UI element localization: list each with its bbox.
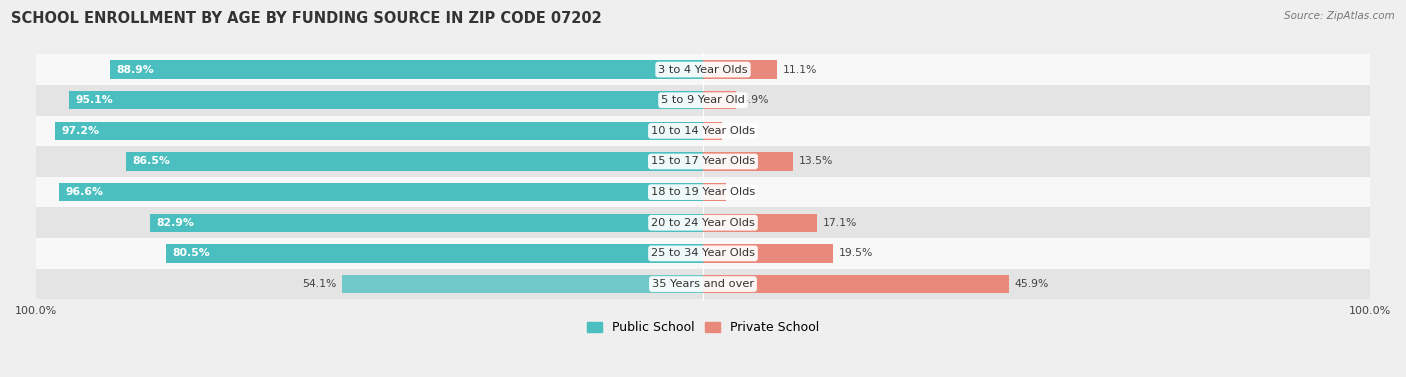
Text: 20 to 24 Year Olds: 20 to 24 Year Olds [651,218,755,228]
Text: Source: ZipAtlas.com: Source: ZipAtlas.com [1284,11,1395,21]
Bar [703,214,817,232]
Text: 18 to 19 Year Olds: 18 to 19 Year Olds [651,187,755,197]
Text: 17.1%: 17.1% [823,218,856,228]
Text: 25 to 34 Year Olds: 25 to 34 Year Olds [651,248,755,258]
Bar [703,183,727,201]
Bar [150,214,703,232]
Bar [59,183,703,201]
Text: 45.9%: 45.9% [1015,279,1049,289]
Bar [37,54,1369,85]
Text: 86.5%: 86.5% [132,156,170,167]
Bar [342,275,703,293]
Text: 15 to 17 Year Olds: 15 to 17 Year Olds [651,156,755,167]
Text: 4.9%: 4.9% [741,95,769,105]
Text: 35 Years and over: 35 Years and over [652,279,754,289]
Bar [37,207,1369,238]
Bar [37,85,1369,115]
Bar [703,122,721,140]
Bar [703,152,793,171]
Text: SCHOOL ENROLLMENT BY AGE BY FUNDING SOURCE IN ZIP CODE 07202: SCHOOL ENROLLMENT BY AGE BY FUNDING SOUR… [11,11,602,26]
Bar [55,122,703,140]
Text: 95.1%: 95.1% [76,95,114,105]
Legend: Public School, Private School: Public School, Private School [582,316,824,339]
Bar [703,244,832,263]
Text: 97.2%: 97.2% [62,126,100,136]
Text: 10 to 14 Year Olds: 10 to 14 Year Olds [651,126,755,136]
Bar [37,238,1369,269]
Text: 80.5%: 80.5% [173,248,211,258]
Text: 13.5%: 13.5% [799,156,832,167]
Bar [703,60,778,79]
Bar [37,177,1369,207]
Text: 11.1%: 11.1% [782,64,817,75]
Text: 82.9%: 82.9% [157,218,194,228]
Text: 19.5%: 19.5% [838,248,873,258]
Bar [37,146,1369,177]
Text: 3.5%: 3.5% [731,187,759,197]
Bar [37,115,1369,146]
Bar [69,91,703,109]
Bar [703,275,1010,293]
Bar [703,91,735,109]
Text: 88.9%: 88.9% [117,64,155,75]
Text: 54.1%: 54.1% [302,279,337,289]
Text: 96.6%: 96.6% [66,187,104,197]
Text: 2.8%: 2.8% [727,126,755,136]
Text: 5 to 9 Year Old: 5 to 9 Year Old [661,95,745,105]
Bar [110,60,703,79]
Bar [166,244,703,263]
Bar [37,269,1369,299]
Bar [127,152,703,171]
Text: 3 to 4 Year Olds: 3 to 4 Year Olds [658,64,748,75]
